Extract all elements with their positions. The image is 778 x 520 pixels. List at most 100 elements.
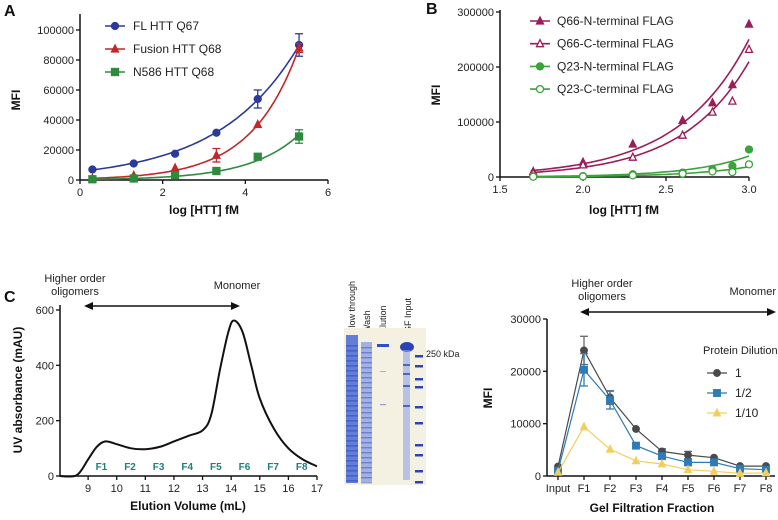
x-axis-label: Gel Filtration Fraction <box>590 501 715 515</box>
gel-band <box>361 387 372 389</box>
ladder-band <box>415 481 423 484</box>
data-point <box>744 145 754 154</box>
data-point <box>657 458 667 468</box>
data-point <box>631 455 641 465</box>
x-tick-label: F8 <box>760 483 773 495</box>
data-point <box>253 119 263 129</box>
y-tick-label: 200000 <box>457 62 494 74</box>
data-point <box>211 149 221 159</box>
gel-band <box>346 480 358 482</box>
legend-title: Protein Dilution <box>703 345 778 357</box>
chart-a: 0 20000 40000 60000 80000 100000 0 2 4 6 log [HTT]… <box>9 14 331 217</box>
ladder-band <box>415 355 423 358</box>
data-point <box>735 468 745 477</box>
data-point <box>678 129 688 139</box>
gel-band <box>346 375 358 377</box>
gel-band <box>346 370 358 372</box>
x-tick-label: 10 <box>111 483 123 495</box>
fraction-label: F8 <box>296 462 308 473</box>
data-point <box>170 171 180 180</box>
chart-c-fractions: 0 10000 20000 30000 Input F1 F2 F3 F4 F5 F6 F7 F8 Gel… <box>481 278 778 515</box>
sds-page-gel: Flow through Wash Elution GF Input 250 k… <box>344 281 460 485</box>
data-point <box>294 132 304 141</box>
gel-band <box>346 430 358 432</box>
gel-band <box>361 427 372 429</box>
fit-line <box>533 165 750 178</box>
gel-lane-label: Elution <box>378 305 388 333</box>
x-tick-label: 14 <box>225 483 237 495</box>
legend-label: Fusion HTT Q68 <box>133 42 222 56</box>
data-point <box>658 452 666 461</box>
legend-marker <box>713 369 721 377</box>
gel-band <box>346 360 358 362</box>
y-axis-label: MFI <box>9 90 23 111</box>
gel-band <box>361 412 372 414</box>
arrow-head-right <box>231 302 240 310</box>
fit-line <box>533 39 750 172</box>
data-point <box>710 458 718 467</box>
annotation-oligomers: oligomers <box>51 286 99 298</box>
series-2 <box>553 421 771 477</box>
y-tick-label: 300000 <box>457 7 494 19</box>
annotation-monomer: Monomer <box>214 280 261 292</box>
y-axis-label: MFI <box>481 388 495 409</box>
gel-band <box>361 437 372 439</box>
fraction-label: F1 <box>96 462 108 473</box>
gel-band <box>346 445 358 447</box>
legend-label: 1/10 <box>735 406 759 420</box>
annotation-oligomers: Higher order <box>571 278 632 290</box>
gel-band <box>346 435 358 437</box>
data-point <box>580 365 588 374</box>
legend-marker <box>712 407 722 417</box>
x-tick-label: F5 <box>682 483 695 495</box>
gel-band <box>380 404 386 406</box>
gel-marker-label: 250 kDa <box>426 349 460 359</box>
chart-c-chromatogram: 0 200 400 600 9 10 11 12 13 14 15 16 17 Elution Volum… <box>11 273 323 513</box>
gel-band <box>361 477 372 479</box>
series-0 <box>88 33 304 174</box>
y-tick-label: 0 <box>488 172 494 184</box>
gel-band <box>346 475 358 477</box>
data-point <box>88 165 97 174</box>
y-axis-label: UV absorbance (mAU) <box>11 327 25 454</box>
x-axis-label: log [HTT] fM <box>169 203 239 217</box>
data-point <box>606 396 614 405</box>
y-tick-label: 60000 <box>43 85 74 97</box>
y-tick-label: 20000 <box>43 145 74 157</box>
gel-band <box>346 345 358 347</box>
gel-band <box>346 400 358 402</box>
gel-band <box>346 385 358 387</box>
data-point <box>728 167 737 177</box>
ladder-band <box>415 378 423 381</box>
data-point <box>678 169 687 178</box>
gel-band <box>403 405 410 407</box>
ladder-band <box>415 454 423 457</box>
panel-label-b: B <box>426 1 438 18</box>
gel-band <box>361 352 372 354</box>
arrow-head-right <box>767 308 776 316</box>
gel-band <box>361 397 372 399</box>
x-tick-label: 12 <box>168 483 180 495</box>
x-tick-label: F7 <box>734 483 747 495</box>
legend-label: N586 HTT Q68 <box>133 65 214 79</box>
ladder-band <box>415 365 423 368</box>
legend-marker <box>535 62 545 71</box>
legend-label: Q66-N-terminal FLAG <box>557 14 674 28</box>
gel-band <box>361 347 372 349</box>
y-tick-label: 400 <box>36 360 54 372</box>
legend-marker <box>110 67 120 77</box>
gel-band <box>361 367 372 369</box>
x-tick-label: 2.0 <box>575 184 590 196</box>
series-3 <box>529 160 754 181</box>
legend-marker <box>535 38 545 48</box>
gel-lane-label: GF Input <box>403 297 413 333</box>
data-point <box>605 444 615 453</box>
gel-band <box>346 410 358 412</box>
data-point <box>553 467 563 476</box>
x-tick-label: 11 <box>140 483 151 495</box>
x-tick-label: 1.5 <box>492 184 507 196</box>
data-point <box>744 43 754 54</box>
data-point <box>88 175 97 184</box>
ladder-band <box>415 422 423 425</box>
